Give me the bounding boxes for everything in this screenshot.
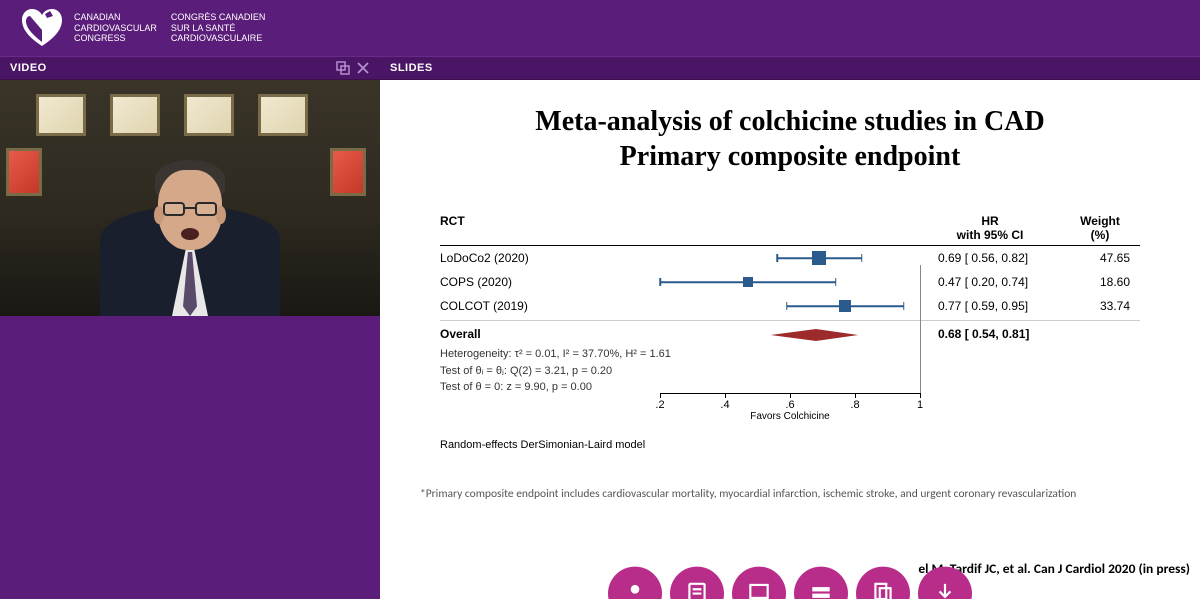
overall-diamond [660,323,920,344]
action-btn-4[interactable] [794,567,848,599]
presenter-figure [90,116,290,316]
forest-row: COLCOT (2019) 0.77 [ 0.59, 0.95]33.74 [440,294,1140,318]
org-fr-line1: CONGRÈS CANADIEN [171,12,266,23]
col-weight-header: Weight (%) [1060,214,1140,242]
weight-value: 18.60 [1060,275,1140,289]
study-name: LoDoCo2 (2020) [440,251,660,265]
slide-title: Meta-analysis of colchicine studies in C… [420,104,1160,174]
slide-title-line2: Primary composite endpoint [420,139,1160,174]
org-en-line3: CONGRESS [74,33,157,44]
action-btn-3[interactable] [732,567,786,599]
slides-panel: SLIDES Meta-analysis of colchicine studi… [380,56,1200,599]
video-panel-header: VIDEO [0,56,380,80]
overall-hr: 0.68 [ 0.54, 0.81] [920,327,1060,341]
model-note: Random-effects DerSimonian-Laird model [440,439,1140,451]
app-header: CANADIAN CARDIOVASCULAR CONGRESS CONGRÈS… [0,0,1200,56]
org-en-line1: CANADIAN [74,12,157,23]
org-en-line2: CARDIOVASCULAR [74,23,157,34]
slide-footnote: *Primary composite endpoint includes car… [420,487,1160,501]
forest-marker [660,270,920,294]
forest-marker [660,246,920,270]
heterogeneity-line: Heterogeneity: τ² = 0.01, I² = 37.70%, H… [440,348,1140,360]
org-fr-line2: SUR LA SANTÉ [171,23,266,34]
hr-value: 0.47 [ 0.20, 0.74] [920,275,1060,289]
test-theta-i: Test of θᵢ = θⱼ: Q(2) = 3.21, p = 0.20 [440,364,1140,377]
forest-row: LoDoCo2 (2020) 0.69 [ 0.56, 0.82]47.65 [440,246,1140,270]
col-rct-header: RCT [440,214,660,242]
overall-label: Overall [440,327,660,341]
forest-plot: RCT HR with 95% CI Weight (%) LoDoCo2 (2… [440,214,1140,451]
video-panel-title: VIDEO [10,62,47,74]
slide-action-buttons [608,545,972,599]
video-panel: VIDEO [0,56,380,599]
video-panel-spacer [0,316,380,599]
forest-row: COPS (2020) 0.47 [ 0.20, 0.74]18.60 [440,270,1140,294]
study-name: COPS (2020) [440,275,660,289]
popout-icon[interactable] [336,61,350,75]
test-theta-zero: Test of θ = 0: z = 9.90, p = 0.00 [440,381,1140,393]
slide-content: Meta-analysis of colchicine studies in C… [380,80,1200,599]
hr-value: 0.69 [ 0.56, 0.82] [920,251,1060,265]
forest-marker [660,294,920,318]
action-btn-2[interactable] [670,567,724,599]
action-btn-1[interactable] [608,567,662,599]
action-btn-5[interactable] [856,567,910,599]
axis-label: Favors Colchicine [750,411,829,422]
study-name: COLCOT (2019) [440,299,660,313]
main-layout: VIDEO [0,56,1200,599]
forest-overall-row: Overall 0.68 [ 0.54, 0.81] [440,320,1140,344]
close-icon[interactable] [356,61,370,75]
slides-panel-header: SLIDES [380,56,1200,80]
hr-value: 0.77 [ 0.59, 0.95] [920,299,1060,313]
video-player[interactable] [0,80,380,316]
slide-title-line1: Meta-analysis of colchicine studies in C… [420,104,1160,139]
slides-panel-title: SLIDES [390,62,433,74]
weight-value: 33.74 [1060,299,1140,313]
weight-value: 47.65 [1060,251,1140,265]
logo: CANADIAN CARDIOVASCULAR CONGRESS CONGRÈS… [20,8,265,48]
forest-axis: .2.4.6.81Favors Colchicine [660,393,920,423]
heart-logo-icon [20,8,64,48]
col-hr-header: HR with 95% CI [920,214,1060,242]
action-btn-6[interactable] [918,567,972,599]
org-fr-line3: CARDIOVASCULAIRE [171,33,266,44]
